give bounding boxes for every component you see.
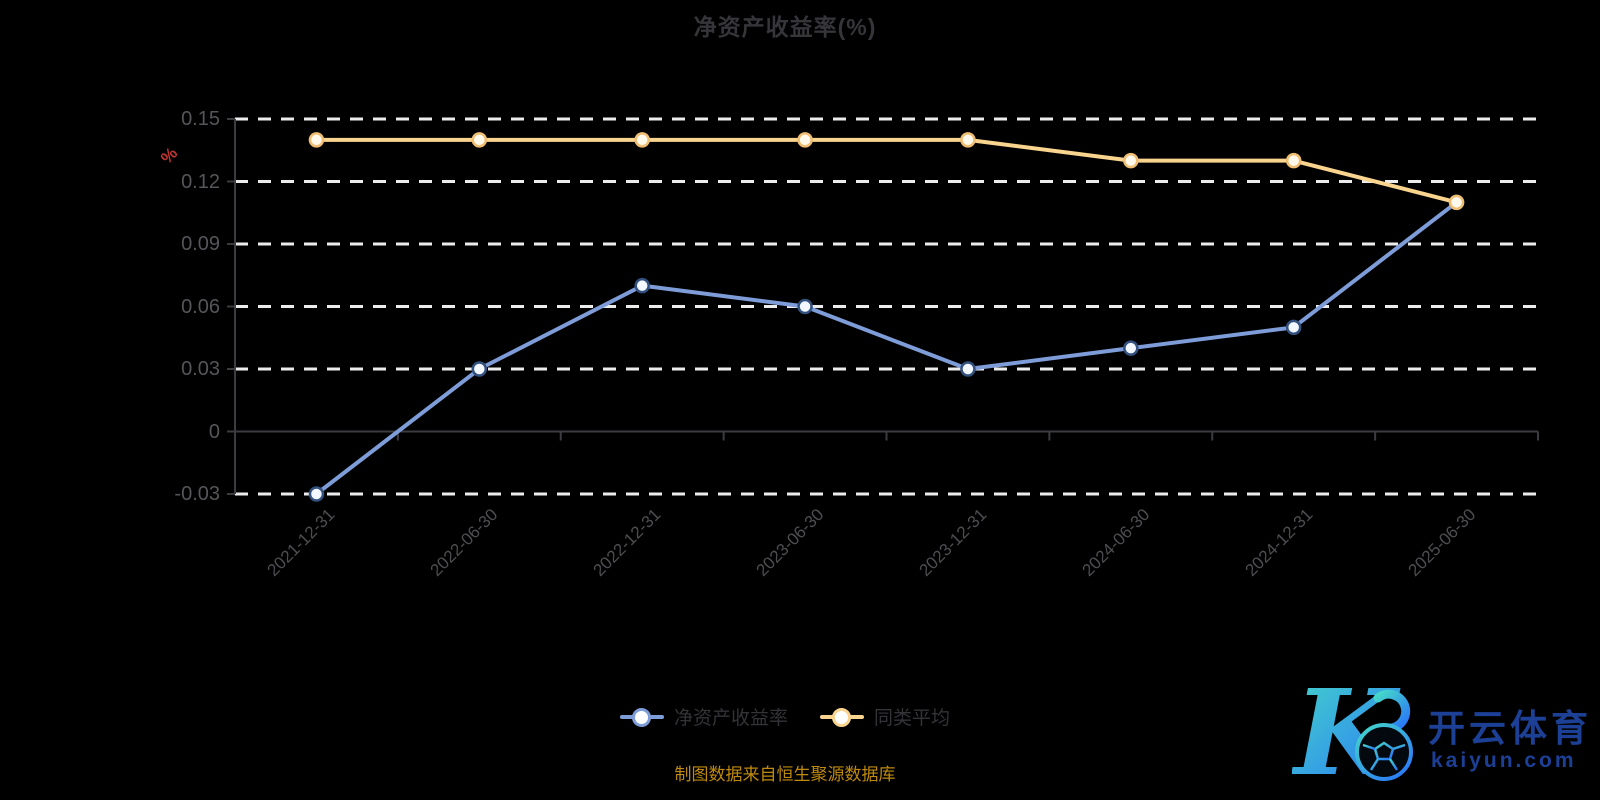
data-point bbox=[634, 277, 650, 294]
y-axis-tick-label: 0.15 bbox=[181, 108, 220, 130]
series-line-同类平均 bbox=[314, 137, 1459, 205]
data-point bbox=[471, 132, 488, 148]
data-point bbox=[960, 132, 976, 148]
data-point bbox=[797, 132, 813, 148]
kaiyun-logo-icon: K bbox=[1291, 663, 1413, 800]
legend-dot-icon bbox=[631, 707, 651, 727]
data-point bbox=[471, 361, 488, 377]
watermark-domain-text: kaiyun.com bbox=[1431, 749, 1577, 772]
data-point bbox=[1448, 194, 1465, 211]
data-point bbox=[1285, 319, 1302, 336]
data-point bbox=[1123, 152, 1139, 169]
data-source-note: 制图数据来自恒生聚源数据库 bbox=[674, 765, 896, 784]
y-axis-tick-label: 0.09 bbox=[181, 233, 220, 255]
legend-marker-icon bbox=[820, 707, 864, 727]
y-axis-tick-label: 0.12 bbox=[181, 170, 220, 193]
watermark-brand-text: 开云体育 bbox=[1428, 708, 1592, 749]
legend-item-label: 净资产收益率 bbox=[673, 708, 788, 729]
data-point bbox=[634, 132, 650, 148]
chart-legend: 净资产收益率 同类平均 bbox=[0, 703, 1570, 730]
y-axis-tick-label: 0.06 bbox=[181, 295, 220, 318]
legend-marker-icon bbox=[619, 707, 664, 727]
data-point bbox=[960, 361, 976, 377]
legend-item-同类平均[interactable]: 同类平均 bbox=[820, 703, 950, 730]
legend-item-净资产收益率[interactable]: 净资产收益率 bbox=[619, 703, 788, 730]
kaiyun-watermark-link[interactable]: K 开云体育 kaiyun.com bbox=[1291, 652, 1600, 800]
y-axis-tick-label: -0.03 bbox=[174, 483, 220, 505]
data-point bbox=[1123, 340, 1139, 356]
series-line-净资产收益率 bbox=[314, 200, 1459, 496]
legend-item-label: 同类平均 bbox=[874, 708, 951, 729]
data-point bbox=[1285, 152, 1302, 169]
chart-title: 净资产收益率(%) bbox=[693, 14, 877, 40]
data-point bbox=[308, 486, 325, 502]
data-point bbox=[797, 298, 813, 315]
data-point bbox=[308, 132, 325, 148]
legend-dot-icon bbox=[832, 707, 851, 727]
y-axis-tick-label: 0.03 bbox=[181, 358, 220, 380]
y-axis-tick-label: 0 bbox=[208, 420, 220, 443]
